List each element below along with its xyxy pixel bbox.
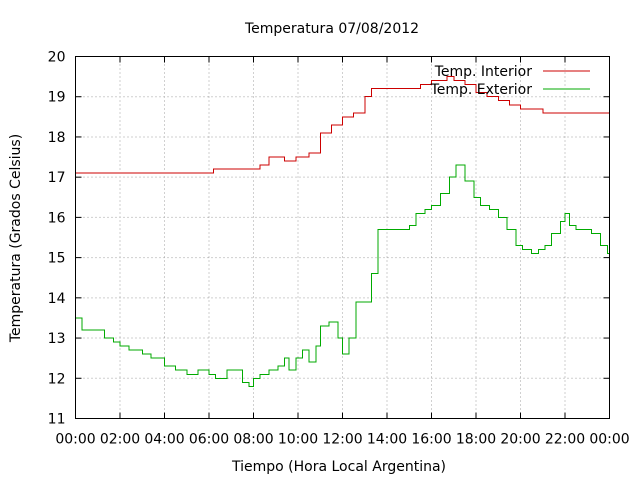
y-tick-label: 12 xyxy=(48,371,66,387)
x-tick-label: 00:00 xyxy=(55,432,95,448)
series-line-1 xyxy=(75,164,610,387)
legend-label-0: Temp. Interior xyxy=(434,64,533,80)
series-line-0 xyxy=(75,76,610,174)
y-tick-label: 18 xyxy=(48,130,66,146)
grid xyxy=(75,56,610,419)
x-axis-label: Tiempo (Hora Local Argentina) xyxy=(231,459,446,475)
y-axis-label: Temperatura (Grados Celsius) xyxy=(8,134,24,343)
x-tick-label: 02:00 xyxy=(100,432,140,448)
y-tick-label: 17 xyxy=(48,170,66,186)
series-group xyxy=(75,76,610,387)
x-tick-label: 08:00 xyxy=(233,432,273,448)
y-tick-label: 19 xyxy=(48,90,66,106)
x-tick-label: 00:00 xyxy=(589,432,629,448)
chart-title: Temperatura 07/08/2012 xyxy=(244,21,419,37)
y-tick-label: 20 xyxy=(48,50,66,66)
y-tick-label: 14 xyxy=(48,291,66,307)
y-tick-labels: 11 12 13 14 15 16 17 18 19 20 xyxy=(48,50,66,428)
x-tick-label: 18:00 xyxy=(456,432,496,448)
x-tick-label: 22:00 xyxy=(545,432,585,448)
axis-ticks xyxy=(75,56,610,419)
y-tick-label: 16 xyxy=(48,210,66,226)
x-tick-label: 06:00 xyxy=(189,432,229,448)
x-tick-label: 12:00 xyxy=(322,432,362,448)
x-tick-label: 16:00 xyxy=(411,432,451,448)
y-tick-label: 11 xyxy=(48,412,66,428)
x-tick-label: 10:00 xyxy=(278,432,318,448)
y-tick-label: 15 xyxy=(48,251,66,267)
x-tick-label: 20:00 xyxy=(500,432,540,448)
x-tick-label: 04:00 xyxy=(144,432,184,448)
legend: Temp. Interior Temp. Exterior xyxy=(430,64,590,98)
legend-label-1: Temp. Exterior xyxy=(430,82,533,98)
x-tick-labels: 00:00 02:00 04:00 06:00 08:00 10:00 12:00 14:00… xyxy=(55,432,629,448)
y-tick-label: 13 xyxy=(48,331,66,347)
x-tick-label: 14:00 xyxy=(367,432,407,448)
